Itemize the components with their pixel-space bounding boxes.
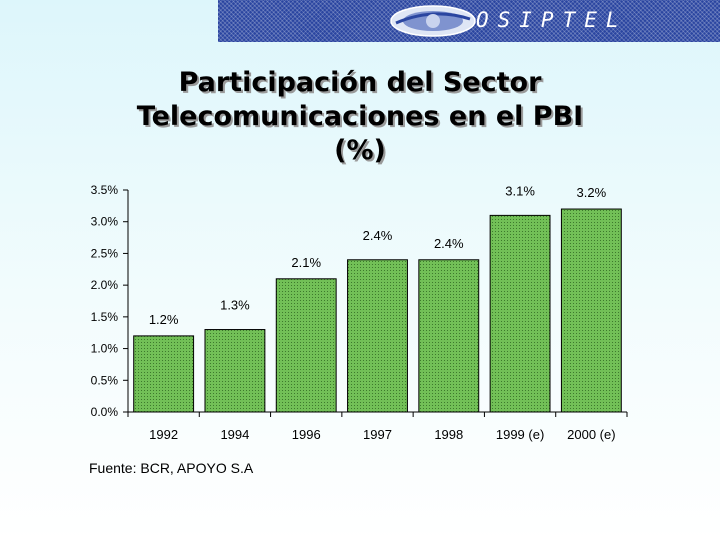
data-label: 3.1% [505,183,535,198]
bar-1996 [275,278,337,413]
source-note: Fuente: BCR, APOYO S.A [89,460,254,476]
logo-globe-icon [390,5,476,37]
bar-1997 [347,259,408,413]
x-tick-label: 1998 [434,427,463,442]
bar-1999-e [489,214,551,413]
data-label: 2.1% [291,255,321,270]
y-tick-label: 0.0% [91,405,119,419]
y-tick-label: 2.5% [91,246,119,260]
title-line: Telecomunicaciones en el PBI [136,101,584,132]
bar-1998 [418,259,480,413]
y-tick-label: 2.0% [91,278,119,292]
x-tick-label: 1999 (e) [496,427,544,442]
x-tick-label: 2000 (e) [567,427,615,442]
bar-1992 [133,335,195,413]
y-tick-label: 1.0% [91,342,119,356]
y-tick-label: 3.5% [91,183,119,197]
data-label: 3.2% [577,185,607,200]
logo-banner: OSIPTEL [218,0,720,42]
bar-2000-e [560,208,622,413]
chart-title: Participación del Sector Telecomunicacio… [60,66,660,168]
x-tick-label: 1992 [149,427,178,442]
data-label: 2.4% [434,236,464,251]
title-line: Participación del Sector [178,67,542,98]
x-tick-label: 1996 [292,427,321,442]
x-tick-label: 1997 [363,427,392,442]
y-tick-label: 1.5% [91,310,119,324]
title-line: (%) [334,135,386,166]
data-label: 1.3% [220,298,250,313]
y-tick-label: 0.5% [91,373,119,387]
logo-text: OSIPTEL [476,8,628,32]
y-tick-label: 3.0% [91,215,119,229]
data-label: 2.4% [363,228,393,243]
x-tick-label: 1994 [220,427,249,442]
bar-1994 [204,329,266,413]
data-label: 1.2% [149,312,179,327]
